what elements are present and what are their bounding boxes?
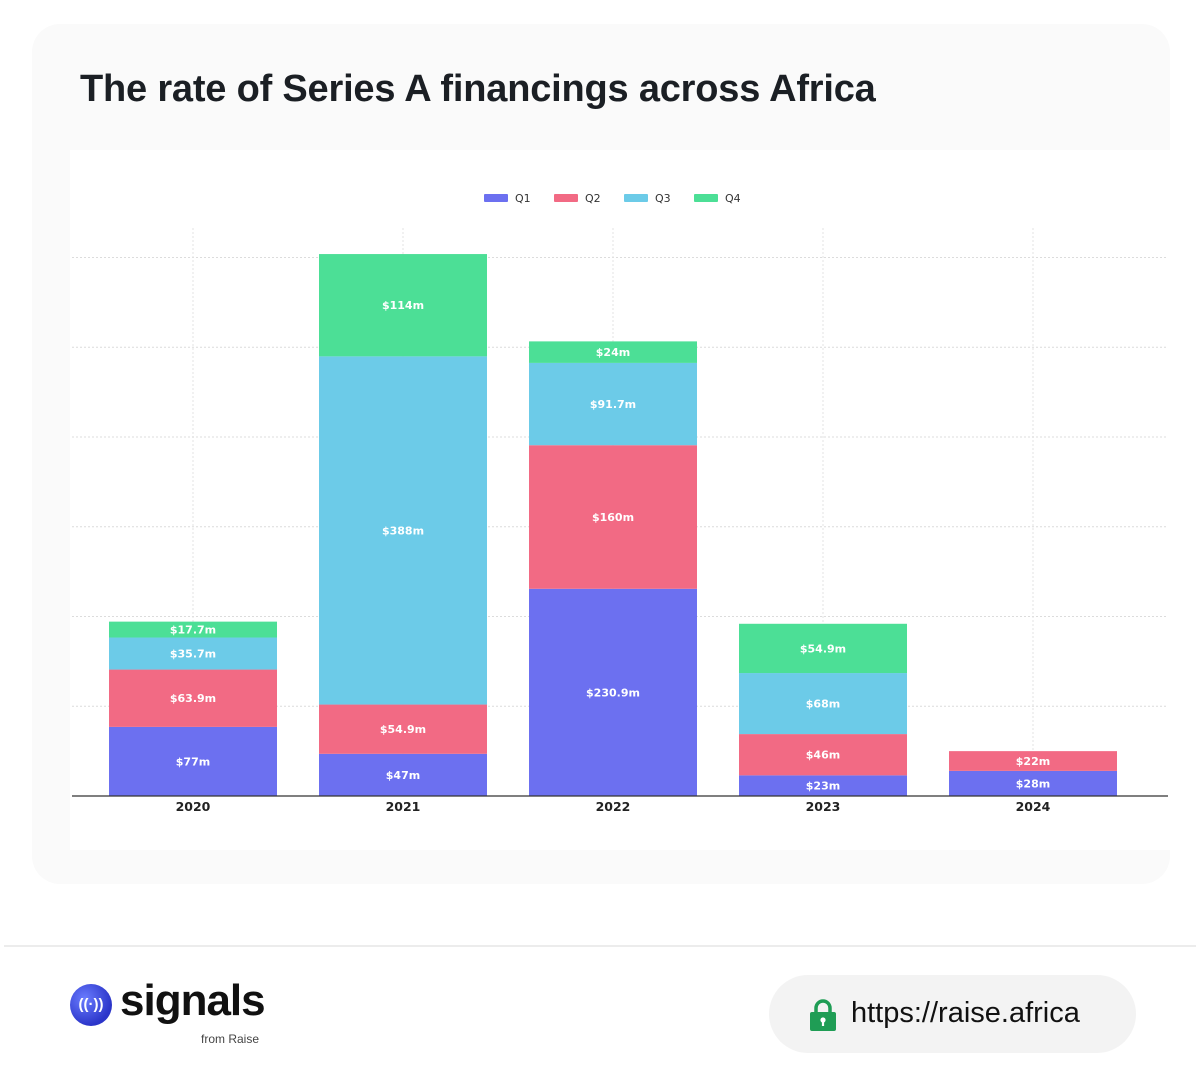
footer-divider <box>4 945 1196 947</box>
x-tick-label-2024: 2024 <box>1016 799 1051 814</box>
data-label-2023-q4: $54.9m <box>800 642 846 655</box>
legend-swatch-q3 <box>624 194 648 202</box>
bar-2023-q4 <box>739 623 907 674</box>
data-label-2021-q2: $54.9m <box>380 723 426 736</box>
legend-label-q2: Q2 <box>585 192 601 205</box>
data-label-2023-q1: $23m <box>806 780 840 793</box>
data-label-2023-q3: $68m <box>806 698 840 711</box>
data-label-2022-q2: $160m <box>592 511 634 524</box>
legend-label-q3: Q3 <box>655 192 671 205</box>
chart-area: $77m $63.9m $35.7m $17.7m $47m $54.9m $388m $11… <box>70 150 1170 850</box>
data-label-2023-q2: $46m <box>806 749 840 762</box>
bar-2021-q2 <box>319 704 487 754</box>
brand-name: signals <box>120 976 266 1025</box>
page-title: The rate of Series A financings across A… <box>80 68 876 110</box>
legend-label-q1: Q1 <box>515 192 531 205</box>
data-label-2024-q1: $28m <box>1016 777 1050 790</box>
bar-2021-q3 <box>319 356 487 705</box>
legend-swatch-q2 <box>554 194 578 202</box>
bar-2022-q3 <box>529 362 697 446</box>
bar-2020-q4 <box>109 621 277 638</box>
legend-swatch-q4 <box>694 194 718 202</box>
bar-2023-q1 <box>739 775 907 796</box>
bar-2023-q3 <box>739 673 907 735</box>
bar-2021-q4 <box>319 254 487 357</box>
data-label-2021-q4: $114m <box>382 299 424 312</box>
data-label-2020-q1: $77m <box>176 755 210 768</box>
legend-swatch-q1 <box>484 194 508 202</box>
bar-2022-q1 <box>529 588 697 796</box>
data-label-2022-q4: $24m <box>596 346 630 359</box>
data-label-2021-q3: $388m <box>382 524 424 537</box>
lock-icon <box>810 999 836 1031</box>
x-tick-label-2022: 2022 <box>596 799 631 814</box>
data-label-2020-q4: $17.7m <box>170 624 216 637</box>
data-label-2022-q1: $230.9m <box>586 686 640 699</box>
broadcast-icon: ((·)) <box>70 984 112 1026</box>
x-tick-label-2021: 2021 <box>386 799 421 814</box>
bar-2020-q2 <box>109 669 277 727</box>
legend-label-q4: Q4 <box>725 192 741 205</box>
stacked-bar-chart: $77m $63.9m $35.7m $17.7m $47m $54.9m $388m $11… <box>72 192 1168 814</box>
brand-subtitle: from Raise <box>201 1032 260 1046</box>
data-label-2024-q2: $22m <box>1016 755 1050 768</box>
bar-2021-q1 <box>319 753 487 796</box>
bar-2020-q3 <box>109 637 277 670</box>
data-label-2020-q2: $63.9m <box>170 692 216 705</box>
url-text[interactable]: https://raise.africa <box>851 997 1080 1029</box>
data-label-2021-q1: $47m <box>386 769 420 782</box>
bar-2024-q1 <box>949 770 1117 796</box>
x-tick-label-2020: 2020 <box>176 799 211 814</box>
bar-2022-q4 <box>529 341 697 363</box>
bar-2023-q2 <box>739 734 907 776</box>
data-label-2020-q3: $35.7m <box>170 648 216 661</box>
bar-2022-q2 <box>529 445 697 589</box>
data-label-2022-q3: $91.7m <box>590 398 636 411</box>
brand-logo: ((·)) signals from Raise <box>70 976 270 1052</box>
url-pill[interactable]: https://raise.africa <box>769 975 1136 1053</box>
bar-2020-q1 <box>109 726 277 796</box>
x-tick-label-2023: 2023 <box>806 799 841 814</box>
bar-2024-q2 <box>949 751 1117 771</box>
